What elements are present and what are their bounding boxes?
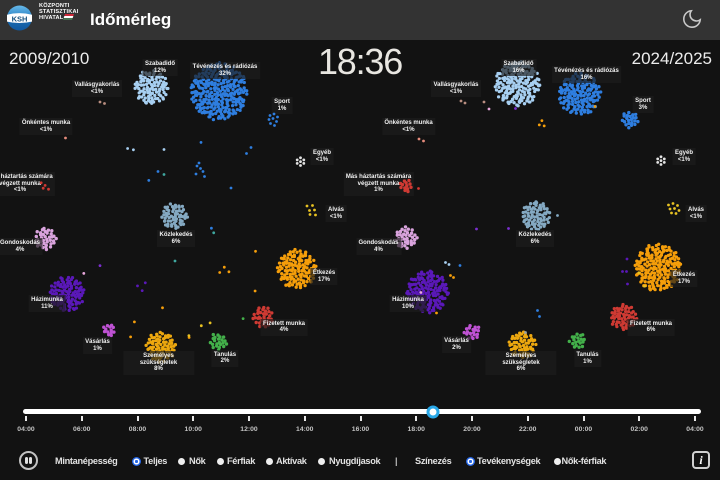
- svg-text:KSH: KSH: [12, 15, 28, 24]
